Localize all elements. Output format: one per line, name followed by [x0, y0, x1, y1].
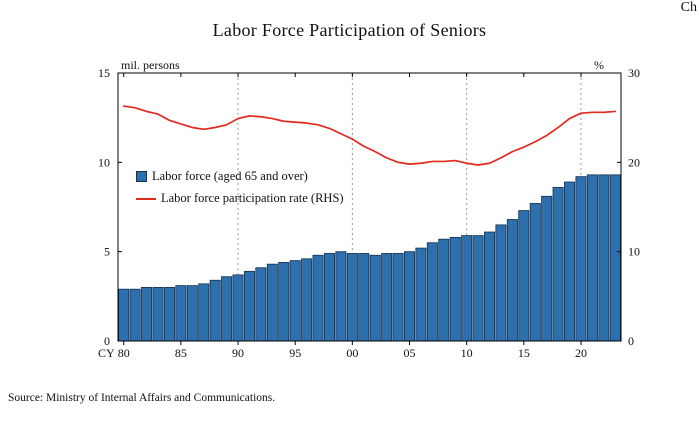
- svg-text:15: 15: [518, 346, 530, 360]
- svg-text:85: 85: [175, 346, 187, 360]
- svg-text:0: 0: [628, 334, 634, 348]
- line-swatch-icon: [136, 197, 156, 200]
- svg-text:10: 10: [461, 346, 473, 360]
- svg-text:95: 95: [289, 346, 301, 360]
- chart-legend: Labor force (aged 65 and over) Labor for…: [136, 169, 344, 213]
- right-axis-unit-label: %: [594, 58, 604, 72]
- left-axis-unit-label: mil. persons: [121, 58, 180, 72]
- svg-text:05: 05: [404, 346, 416, 360]
- svg-text:90: 90: [232, 346, 244, 360]
- legend-item-labor-force: Labor force (aged 65 and over): [136, 169, 344, 184]
- svg-text:5: 5: [104, 245, 110, 259]
- bar-swatch-icon: [136, 171, 147, 182]
- svg-text:30: 30: [628, 66, 640, 80]
- legend-label: Labor force (aged 65 and over): [152, 169, 308, 183]
- svg-text:00: 00: [346, 346, 358, 360]
- corner-label: Ch: [680, 0, 697, 15]
- svg-text:80: 80: [118, 346, 130, 360]
- chart-title: Labor Force Participation of Seniors: [212, 20, 487, 40]
- legend-label: Labor force participation rate (RHS): [161, 191, 344, 205]
- svg-text:10: 10: [628, 245, 640, 259]
- svg-text:20: 20: [575, 346, 587, 360]
- legend-item-participation-rate: Labor force participation rate (RHS): [136, 191, 344, 206]
- svg-text:CY: CY: [98, 346, 115, 360]
- svg-text:15: 15: [98, 66, 110, 80]
- svg-text:0: 0: [104, 334, 110, 348]
- source-note: Source: Ministry of Internal Affairs and…: [8, 392, 276, 404]
- svg-text:20: 20: [628, 155, 640, 169]
- svg-text:10: 10: [98, 155, 110, 169]
